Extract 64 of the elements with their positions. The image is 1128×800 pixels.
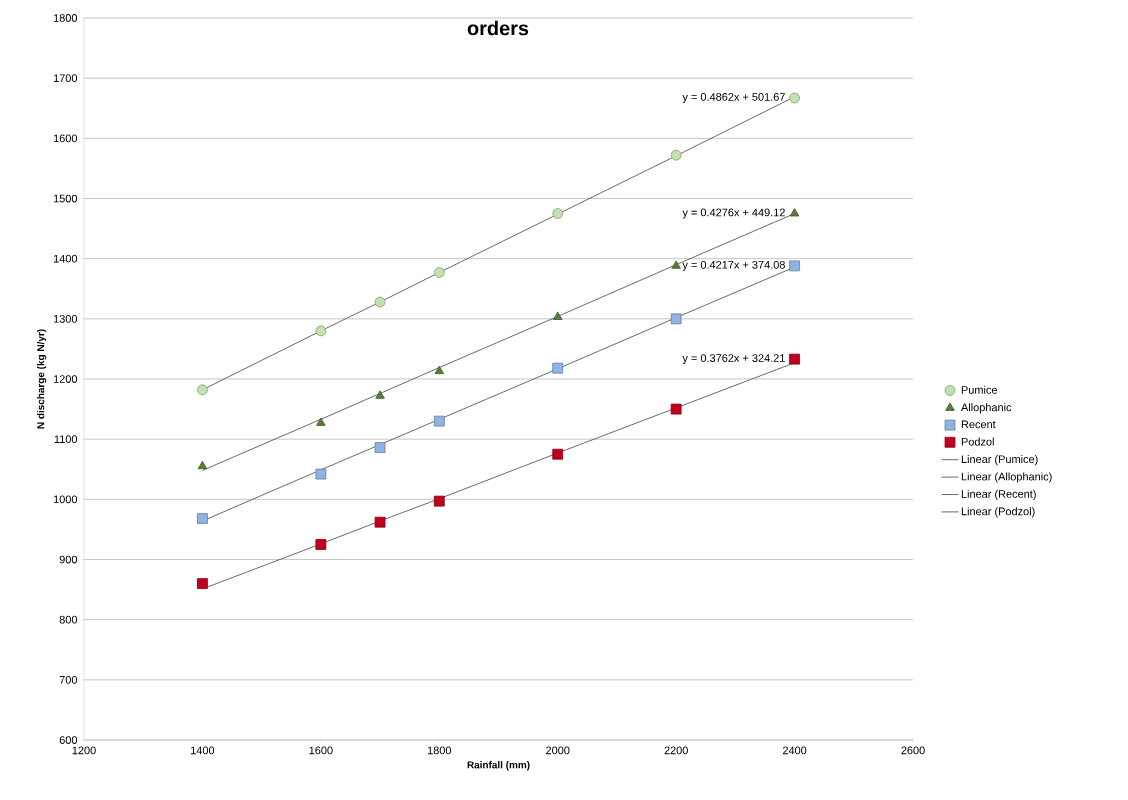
y-tick-label: 1200	[53, 375, 78, 383]
point	[553, 311, 563, 320]
legend-label: Linear (Recent)	[961, 489, 1036, 500]
x-tick-label: 1600	[309, 746, 333, 755]
legend-label: Podzol	[961, 437, 994, 446]
legend-label: Pumice	[961, 385, 998, 394]
point	[197, 578, 208, 589]
point	[789, 353, 800, 365]
legend-label: Allophanic	[960, 403, 1012, 414]
point	[315, 468, 327, 480]
point	[670, 149, 682, 161]
chart-title: orders	[467, 20, 529, 36]
legend-label: Linear (Allophanic)	[961, 472, 1052, 483]
point	[433, 495, 445, 507]
y-tick-label: 1500	[53, 194, 78, 203]
x-tick-label: 2200	[664, 746, 688, 755]
point	[552, 362, 564, 374]
point	[374, 442, 386, 453]
y-tick-label: 800	[59, 615, 78, 624]
y-tick-label: 1700	[53, 74, 78, 83]
point	[316, 417, 326, 426]
y-tick-label: 1800	[53, 14, 78, 22]
y-tick-label: 900	[59, 555, 78, 564]
point	[375, 390, 385, 399]
annotation: y = 0.4276x + 449.12	[682, 208, 785, 219]
x-tick-label: 1200	[72, 746, 96, 755]
point	[315, 325, 327, 337]
point	[789, 260, 800, 272]
legend-label: Linear (Podzol)	[961, 507, 1035, 518]
point	[433, 415, 445, 427]
annotation: y = 0.3762x + 324.21	[682, 354, 785, 365]
annotation: y = 0.4862x + 501.67	[682, 93, 785, 103]
x-tick-label: 2600	[901, 746, 925, 755]
point	[434, 365, 445, 375]
legend-label: Recent	[961, 420, 996, 429]
y-tick-label: 1000	[53, 495, 78, 504]
x-tick-label: 1400	[191, 746, 215, 755]
point	[197, 513, 208, 524]
y-tick-label: 700	[59, 675, 78, 684]
point	[789, 208, 800, 217]
point	[315, 539, 327, 550]
legend-label: Linear (Pumice)	[961, 454, 1038, 466]
annotation: y = 0.4217x + 374.08	[682, 260, 785, 271]
y-tick-label: 1600	[53, 134, 78, 143]
point	[433, 267, 445, 278]
y-tick-label: 1300	[53, 314, 78, 323]
point	[789, 92, 800, 104]
y-tick-label: 600	[59, 736, 78, 744]
point	[552, 208, 564, 219]
y-tick-label: 1100	[54, 435, 78, 444]
x-tick-label: 1800	[427, 746, 452, 755]
x-tick-label: 2000	[546, 746, 570, 755]
point	[374, 296, 386, 308]
y-axis-title: N discharge (kg N/yr)	[36, 329, 47, 429]
point	[552, 448, 564, 460]
y-tick-label: 1400	[53, 254, 78, 263]
point	[197, 384, 208, 396]
point	[670, 403, 682, 415]
point	[670, 313, 682, 325]
x-tick-label: 2400	[782, 746, 807, 755]
x-axis-title: Rainfall (mm)	[467, 761, 530, 771]
point	[197, 460, 208, 470]
point	[374, 516, 386, 528]
point	[671, 260, 681, 269]
